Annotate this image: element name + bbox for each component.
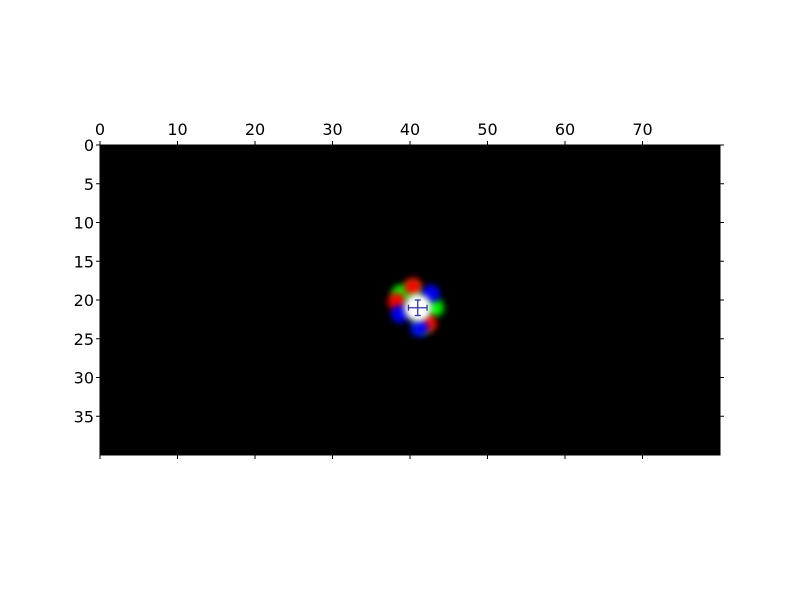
y-tick-label: 25 — [74, 330, 94, 349]
errorbar-marker — [407, 299, 428, 317]
x-tick-label: 70 — [632, 120, 652, 139]
y-tick-label: 35 — [74, 407, 94, 426]
y-axis-ticks: 0 5 10 15 20 25 30 35 — [74, 136, 724, 426]
x-tick-label: 40 — [400, 120, 420, 139]
blob-lobe — [410, 318, 429, 337]
x-tick-label: 30 — [322, 120, 342, 139]
x-tick-label: 60 — [555, 120, 575, 139]
y-tick-label: 0 — [84, 136, 94, 155]
y-tick-label: 10 — [74, 214, 94, 233]
x-tick-label: 10 — [167, 120, 187, 139]
x-tick-label: 50 — [477, 120, 497, 139]
y-tick-label: 20 — [74, 291, 94, 310]
x-tick-label: 20 — [245, 120, 265, 139]
image-blob — [387, 277, 444, 337]
blob-lobe — [404, 277, 423, 296]
y-tick-label: 5 — [84, 175, 94, 194]
x-axis-ticks: 0 10 20 30 40 50 60 70 — [95, 120, 653, 459]
y-tick-label: 15 — [74, 252, 94, 271]
y-tick-label: 30 — [74, 369, 94, 388]
x-tick-label: 0 — [95, 120, 105, 139]
